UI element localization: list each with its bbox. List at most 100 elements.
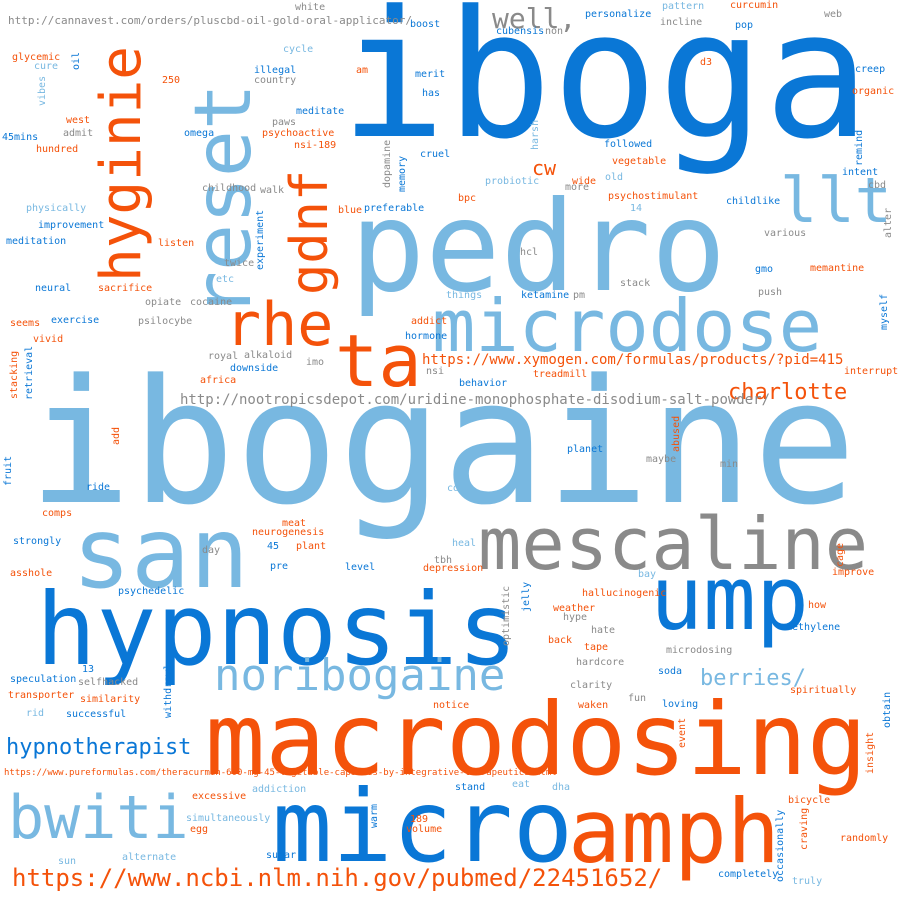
word-day: day bbox=[202, 545, 221, 556]
word-add: add bbox=[111, 426, 122, 445]
word-depression: depression bbox=[423, 563, 484, 574]
word-bicycle: bicycle bbox=[788, 795, 831, 806]
word-gmo: gmo bbox=[755, 264, 774, 275]
word-hallucinogenic: hallucinogenic bbox=[582, 588, 667, 599]
word-13: 13 bbox=[82, 664, 95, 675]
word-d3: d3 bbox=[700, 57, 713, 68]
word-meditation: meditation bbox=[6, 236, 67, 247]
word-personalize: personalize bbox=[585, 9, 652, 20]
word-nsi189: nsi-189 bbox=[294, 140, 337, 151]
word-cage: cage bbox=[835, 542, 846, 567]
word-14: 14 bbox=[630, 203, 643, 214]
word-remind: remind bbox=[854, 129, 865, 166]
word-omega: omega bbox=[184, 128, 215, 139]
word-bwiti: bwiti bbox=[8, 783, 189, 853]
word-paws: paws bbox=[272, 117, 297, 128]
word-boost: boost bbox=[410, 19, 441, 30]
word-spiritually: spiritually bbox=[790, 685, 857, 696]
word-vegetable: vegetable bbox=[612, 156, 667, 167]
word-blue: blue bbox=[338, 205, 363, 216]
word-successful: successful bbox=[66, 709, 127, 720]
word-plant: plant bbox=[296, 541, 327, 552]
word-bpc: bpc bbox=[458, 193, 477, 204]
word-wide: wide bbox=[572, 176, 597, 187]
word-pre: pre bbox=[270, 561, 289, 572]
word-improve: improve bbox=[832, 567, 875, 578]
word-clarity: clarity bbox=[570, 680, 613, 691]
word-obtain: obtain bbox=[882, 691, 893, 728]
word-alter: alter bbox=[883, 207, 894, 238]
word-pedro: pedro bbox=[350, 175, 727, 320]
word-how: how bbox=[808, 600, 827, 611]
word-nsi: nsi bbox=[426, 366, 445, 377]
url-cannavest: http://cannavest.com/orders/pluscbd-oil-… bbox=[8, 14, 412, 27]
word-cbd: cbd bbox=[868, 180, 887, 191]
word-45mins: 45mins bbox=[2, 132, 39, 143]
word-sun: sun bbox=[58, 856, 77, 867]
word-pm: pm bbox=[573, 290, 586, 301]
word-warm: warm bbox=[369, 803, 380, 828]
word-retrieval: retrieval bbox=[24, 345, 35, 400]
word-web: web bbox=[824, 9, 843, 20]
word-childlike: childlike bbox=[726, 196, 781, 207]
word-psilocybe: psilocybe bbox=[138, 316, 193, 327]
word-llt: llt bbox=[780, 164, 892, 237]
word-pop: pop bbox=[735, 20, 754, 31]
word-downside: downside bbox=[230, 363, 279, 374]
word-intent: intent bbox=[842, 167, 879, 178]
word-physically: physically bbox=[26, 203, 87, 214]
word-45: 45 bbox=[267, 541, 280, 552]
word-creep: creep bbox=[855, 64, 886, 75]
word-hate: hate bbox=[591, 625, 616, 636]
word-completely: completely bbox=[718, 869, 779, 880]
word-loving: loving bbox=[662, 699, 699, 710]
word-rid: rid bbox=[26, 708, 45, 719]
word-memory: memory bbox=[397, 155, 408, 192]
word-probiotic: probiotic bbox=[485, 176, 540, 187]
word-twice: twice bbox=[224, 258, 255, 269]
word-incline: incline bbox=[660, 17, 703, 28]
word-ibogaine: ibogaine bbox=[28, 342, 857, 543]
word-stack: stack bbox=[620, 278, 651, 289]
word-ride: ride bbox=[86, 482, 111, 493]
word-tbh: tbh bbox=[434, 555, 453, 566]
word-hundred: hundred bbox=[36, 144, 79, 155]
word-listen: listen bbox=[158, 238, 195, 249]
word-heal: heal bbox=[452, 538, 477, 549]
word-illegal: illegal bbox=[254, 65, 297, 76]
word-cruel: cruel bbox=[420, 149, 451, 160]
word-cw: cw bbox=[532, 156, 557, 180]
word-volume: volume bbox=[406, 824, 443, 835]
word-notice: notice bbox=[433, 700, 470, 711]
word-hormone: hormone bbox=[405, 331, 448, 342]
url-xymogen: https://www.xymogen.com/formulas/product… bbox=[422, 352, 844, 368]
word-meat: meat bbox=[282, 518, 307, 529]
word-opiate: opiate bbox=[145, 297, 182, 308]
word-sugar: sugar bbox=[266, 850, 297, 861]
word-hype: hype bbox=[563, 612, 588, 623]
word-ump: ump bbox=[650, 547, 809, 650]
word-occasionally: occasionally bbox=[775, 809, 786, 882]
word-improvement: improvement bbox=[38, 220, 105, 231]
word-noribogaine: noribogaine bbox=[214, 650, 506, 701]
word-macrodosing: macrodosing bbox=[205, 681, 868, 798]
word-psychoactive: psychoactive bbox=[262, 128, 335, 139]
word-withdrawl: withdrawl bbox=[163, 663, 174, 718]
word-strongly: strongly bbox=[13, 536, 62, 547]
word-stacking: stacking bbox=[9, 350, 20, 399]
word-interrupt: interrupt bbox=[844, 366, 899, 377]
word-curcumin: curcumin bbox=[730, 0, 779, 11]
word-simultaneously: simultaneously bbox=[186, 813, 271, 824]
word-similarity: similarity bbox=[80, 694, 141, 705]
word-neural: neural bbox=[35, 283, 72, 294]
word-asshole: asshole bbox=[10, 568, 53, 579]
word-white: white bbox=[295, 2, 326, 13]
word-old: old bbox=[605, 172, 624, 183]
word-stand: stand bbox=[455, 782, 486, 793]
word-cubensis: cubensis bbox=[496, 26, 545, 37]
word-seems: seems bbox=[10, 318, 41, 329]
word-ta: ta bbox=[335, 319, 422, 403]
word-africa: africa bbox=[200, 375, 237, 386]
word-cycle: cycle bbox=[283, 44, 314, 55]
